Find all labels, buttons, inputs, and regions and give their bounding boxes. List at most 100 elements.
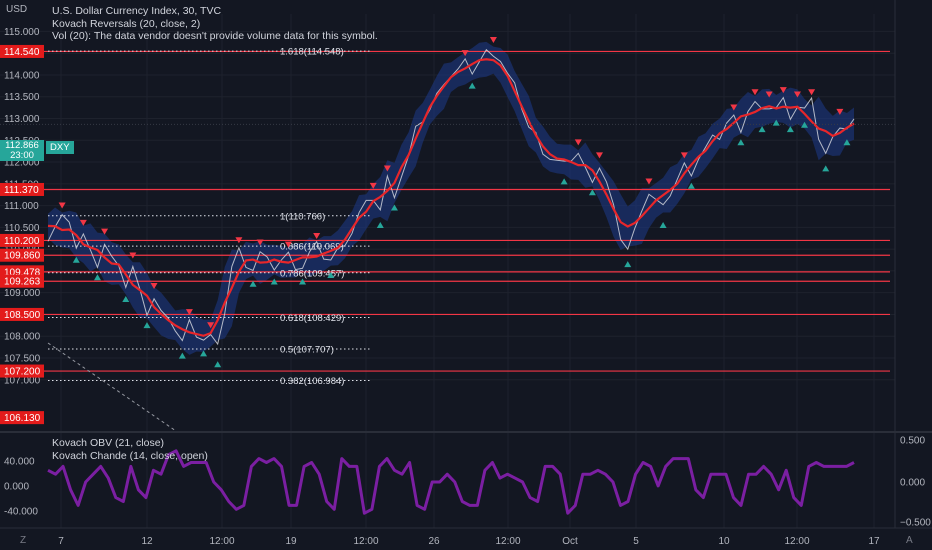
price-label-box xyxy=(0,248,44,262)
reversal-up-marker xyxy=(143,322,151,329)
price-label-box xyxy=(0,411,44,425)
reversal-up-marker xyxy=(772,119,780,126)
reversal-down-marker xyxy=(79,219,87,226)
price-label-box xyxy=(0,364,44,378)
reversal-up-marker xyxy=(588,189,596,196)
price-label-text: 111.370 xyxy=(4,185,39,196)
reversal-down-marker xyxy=(779,87,787,94)
reversal-up-marker xyxy=(93,274,101,281)
obv-legend[interactable]: Kovach OBV (21, close) xyxy=(52,437,165,449)
price-label-box xyxy=(0,307,44,321)
x-tick-label: 7 xyxy=(58,536,64,547)
chart-title[interactable]: U.S. Dollar Currency Index, 30, TVC xyxy=(52,5,222,17)
y-tick-label: 114.000 xyxy=(4,70,40,81)
reversal-down-marker xyxy=(235,237,243,244)
x-tick-label: 12:00 xyxy=(784,536,809,547)
reversal-markers xyxy=(58,37,851,368)
reversal-up-marker xyxy=(624,261,632,268)
fib-label: 0.786(109.457) xyxy=(280,268,344,279)
x-tick-label: 12 xyxy=(141,536,153,547)
x-axis: 7 12 12:00 19 12:00 26 12:00 Oct 5 10 12:00 17 xyxy=(58,536,880,547)
y-axis: 115.000114.500114.000113.500113.000112.5… xyxy=(4,27,41,386)
price-label-text: 109.478 xyxy=(4,267,41,278)
reversal-down-marker xyxy=(836,108,844,115)
price-label-text: 106.130 xyxy=(4,413,41,424)
fib-label: 0.5(107.707) xyxy=(280,344,334,355)
reversal-up-marker xyxy=(200,350,208,357)
reversal-up-marker xyxy=(178,352,186,359)
oscillator-panel: 40.000 0.000 -40.000 0.500 0.000 −0.500 xyxy=(4,436,931,529)
reversal-down-marker xyxy=(383,165,391,172)
fibonacci-levels: 1.618(114.548) 1(110.766) 0.886(110.069) 0.… xyxy=(48,47,372,387)
osc-left-tick: 40.000 xyxy=(4,457,35,468)
reversal-down-marker xyxy=(284,241,292,248)
x-tick-label: 5 xyxy=(633,536,639,547)
price-label-text: 109.860 xyxy=(4,251,41,262)
reversal-down-marker xyxy=(58,202,66,209)
reversal-down-marker xyxy=(150,283,158,290)
envelope-band xyxy=(48,41,854,355)
timezone-icon[interactable]: Z xyxy=(20,535,27,546)
reversal-down-marker xyxy=(808,89,816,96)
reversal-up-marker xyxy=(214,361,222,368)
osc-left-tick: 0.000 xyxy=(4,482,29,493)
current-price-value: 112.866 xyxy=(5,140,39,151)
indicator-legend-volume[interactable]: Vol (20): The data vendor doesn't provid… xyxy=(52,30,378,42)
fib-label: 0.618(108.429) xyxy=(280,313,344,324)
axis-unit: USD xyxy=(6,4,28,15)
reversal-up-marker xyxy=(843,139,851,146)
indicator-legend-reversals[interactable]: Kovach Reversals (20, close, 2) xyxy=(52,18,201,30)
bar-countdown: 23:00 xyxy=(10,150,34,161)
auto-scale-button[interactable]: A xyxy=(906,535,913,546)
price-label-text: 110.200 xyxy=(4,236,40,247)
reversal-up-marker xyxy=(327,272,335,279)
reversal-up-marker xyxy=(801,121,809,128)
fib-label: 1(110.766) xyxy=(280,211,325,222)
reversal-down-marker xyxy=(645,178,653,185)
reversal-down-marker xyxy=(680,152,688,159)
reversal-up-marker xyxy=(687,182,695,189)
reversal-up-marker xyxy=(72,256,80,263)
price-label-box xyxy=(0,274,44,288)
reversal-up-marker xyxy=(376,221,384,228)
fib-label: 0.886(110.069) xyxy=(280,242,344,253)
fib-label: 0.382(106.984) xyxy=(280,376,344,387)
reversal-down-marker xyxy=(256,239,264,246)
price-label-box xyxy=(0,44,44,58)
osc-right-tick: −0.500 xyxy=(900,518,931,529)
reversal-up-marker xyxy=(468,82,476,89)
y-tick-label: 113.000 xyxy=(4,114,40,125)
reversal-down-marker xyxy=(313,232,321,239)
x-tick-label: 12:00 xyxy=(353,536,378,547)
y-tick-label: 109.000 xyxy=(4,288,41,299)
reversal-up-marker xyxy=(758,126,766,133)
reversal-down-marker xyxy=(369,182,377,189)
y-tick-label: 107.500 xyxy=(4,353,41,364)
price-label-box xyxy=(0,182,44,196)
reversal-down-marker xyxy=(793,91,801,98)
moving-average-line xyxy=(47,58,855,337)
chande-legend[interactable]: Kovach Chande (14, close, open) xyxy=(52,450,208,462)
y-tick-label: 107.000 xyxy=(4,375,41,386)
price-label-text: 107.200 xyxy=(4,367,41,378)
y-tick-label: 112.000 xyxy=(4,158,40,169)
reversal-up-marker xyxy=(390,204,398,211)
price-line xyxy=(47,48,855,346)
reversal-down-marker xyxy=(730,104,738,111)
trend-dashed-line xyxy=(47,342,177,432)
price-label-box xyxy=(0,233,44,247)
reversal-up-marker xyxy=(299,278,307,285)
reversal-up-marker xyxy=(659,221,667,228)
x-tick-label: 19 xyxy=(285,536,297,547)
symbol-tag[interactable]: DXY xyxy=(46,141,74,154)
y-tick-label: 115.000 xyxy=(4,27,40,38)
reversal-up-marker xyxy=(122,295,130,302)
x-tick-label: 26 xyxy=(428,536,440,547)
reversal-up-marker xyxy=(560,178,568,185)
reversal-down-marker xyxy=(129,252,137,259)
reversal-down-marker xyxy=(489,37,497,44)
chande-oscillator-line xyxy=(47,449,855,515)
osc-right-tick: 0.500 xyxy=(900,436,925,447)
reversal-up-marker xyxy=(249,280,257,287)
